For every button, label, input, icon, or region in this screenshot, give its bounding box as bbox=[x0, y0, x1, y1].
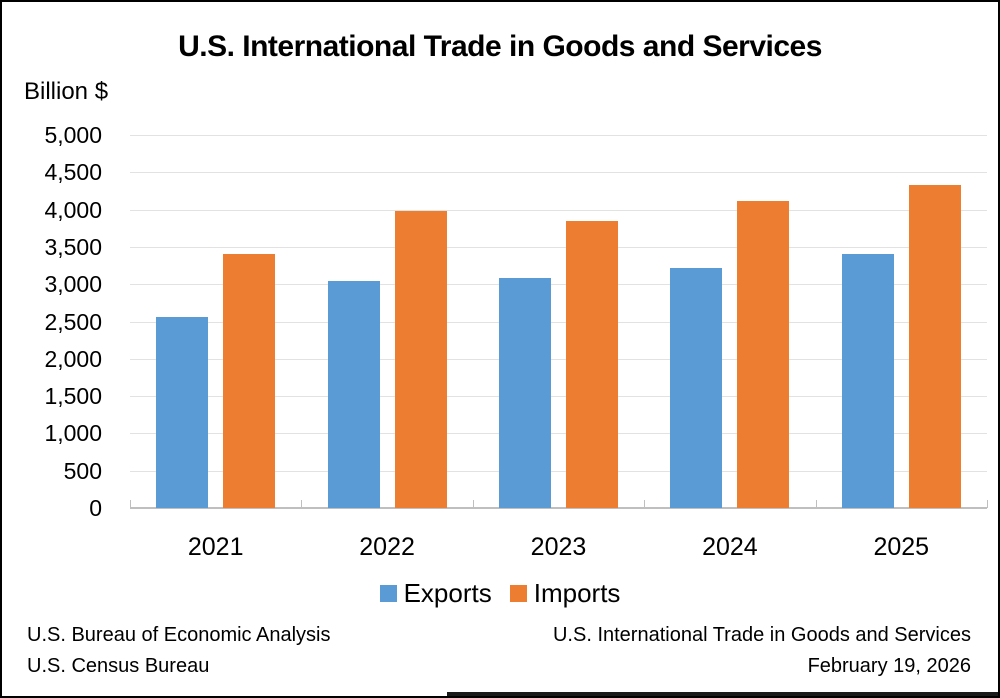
gridline bbox=[130, 172, 987, 174]
x-axis-tick bbox=[644, 500, 645, 508]
gridline bbox=[130, 321, 987, 323]
y-axis-tick-label: 2,500 bbox=[44, 308, 102, 335]
legend: Exports Imports bbox=[2, 578, 998, 608]
y-axis-tick-label: 500 bbox=[63, 457, 102, 484]
y-axis-tick-label: 1,000 bbox=[44, 420, 102, 447]
bar-exports-2025 bbox=[841, 253, 894, 508]
y-axis-tick-label: 3,000 bbox=[44, 271, 102, 298]
gridline bbox=[130, 246, 987, 248]
footer-source-line-2: U.S. Census Bureau bbox=[27, 655, 210, 677]
bar-imports-2022 bbox=[394, 211, 447, 508]
gridline bbox=[130, 396, 987, 398]
x-axis-line bbox=[130, 507, 987, 509]
imports-swatch-icon bbox=[509, 584, 527, 602]
bar-exports-2023 bbox=[499, 277, 551, 508]
gridline bbox=[130, 135, 987, 136]
y-axis-tick-label: 3,500 bbox=[44, 233, 102, 260]
bar-exports-2024 bbox=[670, 267, 723, 508]
gridline bbox=[130, 433, 987, 435]
bar-exports-2021 bbox=[156, 317, 209, 508]
x-axis-category-label: 2022 bbox=[359, 533, 415, 561]
bar-exports-2022 bbox=[327, 281, 380, 508]
y-axis-unit-label: Billion $ bbox=[24, 78, 109, 105]
y-axis-tick-label: 0 bbox=[89, 495, 102, 521]
x-axis-category-label: 2023 bbox=[530, 533, 587, 561]
footer-release: U.S. International Trade in Goods and Se… bbox=[553, 620, 971, 682]
chart-title: U.S. International Trade in Goods and Se… bbox=[178, 30, 822, 63]
y-axis-tick-label: 1,500 bbox=[44, 383, 102, 410]
exports-swatch-icon bbox=[379, 584, 397, 602]
gridline bbox=[130, 209, 987, 211]
legend-item-imports: Imports bbox=[509, 578, 621, 608]
gridline bbox=[130, 284, 987, 286]
x-axis-category-label: 2024 bbox=[702, 533, 758, 561]
y-axis-tick-label: 4,500 bbox=[44, 159, 102, 186]
legend-item-exports: Exports bbox=[379, 578, 492, 608]
y-axis-tick-label: 2,000 bbox=[44, 345, 102, 372]
legend-label-exports: Exports bbox=[403, 578, 492, 608]
footer-release-title: U.S. International Trade in Goods and Se… bbox=[552, 624, 971, 646]
x-axis-tick bbox=[987, 500, 988, 508]
x-axis-tick bbox=[130, 500, 131, 508]
bar-imports-2024 bbox=[737, 200, 790, 508]
x-axis-category-label: 2021 bbox=[187, 533, 244, 561]
x-axis-tick bbox=[816, 500, 817, 508]
bottom-accent-bar bbox=[447, 692, 998, 696]
y-axis-tick-label: 5,000 bbox=[44, 122, 102, 148]
footer-source: U.S. Bureau of Economic Analysis U.S. Ce… bbox=[27, 620, 330, 682]
x-axis-tick bbox=[301, 500, 302, 508]
x-axis-category-label: 2025 bbox=[873, 533, 930, 561]
footer-source-line-1: U.S. Bureau of Economic Analysis bbox=[27, 624, 331, 646]
y-axis-tick-label: 4,000 bbox=[44, 196, 102, 223]
bar-imports-2021 bbox=[223, 254, 276, 508]
gridline bbox=[130, 470, 987, 472]
gridline bbox=[130, 358, 987, 360]
legend-label-imports: Imports bbox=[533, 578, 621, 608]
footer-release-date: February 19, 2026 bbox=[807, 655, 971, 677]
x-axis-tick bbox=[473, 500, 474, 508]
bar-imports-2025 bbox=[908, 185, 961, 508]
bar-imports-2023 bbox=[566, 220, 618, 508]
